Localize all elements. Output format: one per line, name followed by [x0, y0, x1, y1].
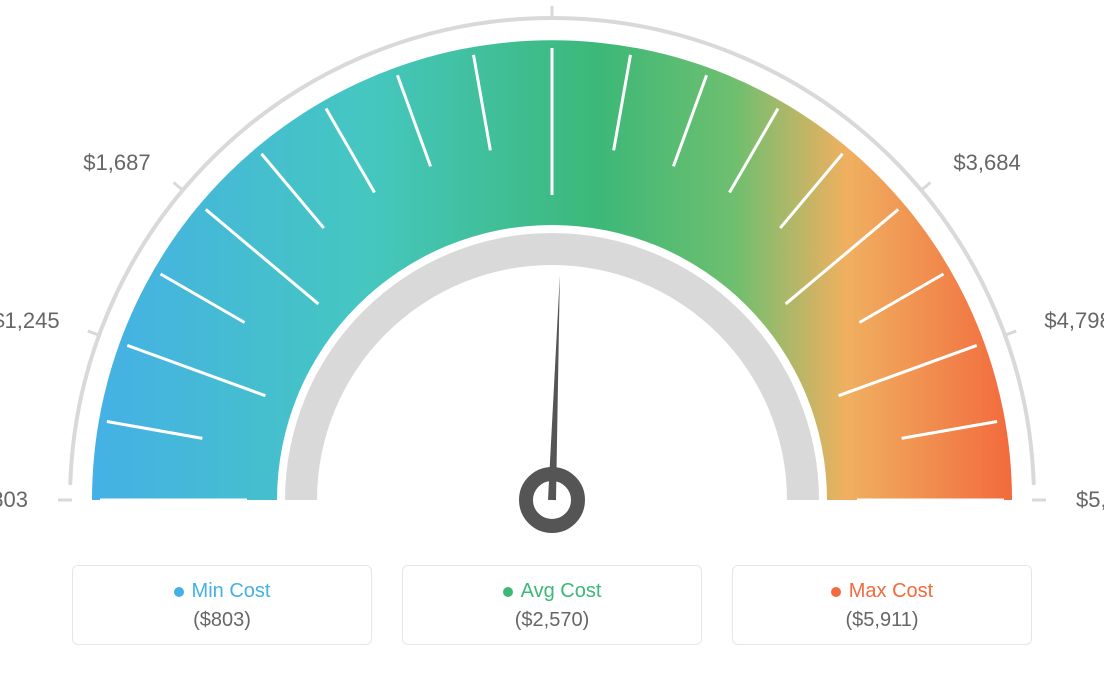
- gauge-svg: $803$1,245$1,687$2,570$3,684$4,798$5,911: [0, 0, 1104, 545]
- legend-min-title: Min Cost: [174, 580, 271, 603]
- legend-avg: Avg Cost ($2,570): [402, 565, 702, 645]
- legend-max-value: ($5,911): [733, 609, 1031, 632]
- legend-avg-title: Avg Cost: [503, 580, 602, 603]
- gauge-chart: $803$1,245$1,687$2,570$3,684$4,798$5,911: [0, 0, 1104, 545]
- legend-min-label: Min Cost: [192, 580, 271, 603]
- svg-text:$4,798: $4,798: [1044, 308, 1104, 333]
- legend-min: Min Cost ($803): [72, 565, 372, 645]
- legend-avg-dot: [503, 587, 513, 597]
- legend-max-title: Max Cost: [831, 580, 933, 603]
- legend-avg-label: Avg Cost: [521, 580, 602, 603]
- svg-text:$3,684: $3,684: [953, 150, 1020, 175]
- legend-max-label: Max Cost: [849, 580, 933, 603]
- svg-text:$1,245: $1,245: [0, 308, 60, 333]
- legend-avg-value: ($2,570): [403, 609, 701, 632]
- legend-max-dot: [831, 587, 841, 597]
- svg-text:$1,687: $1,687: [83, 150, 150, 175]
- svg-text:$803: $803: [0, 487, 28, 512]
- legend-min-dot: [174, 587, 184, 597]
- legend-row: Min Cost ($803) Avg Cost ($2,570) Max Co…: [0, 565, 1104, 645]
- legend-max: Max Cost ($5,911): [732, 565, 1032, 645]
- svg-text:$5,911: $5,911: [1076, 487, 1104, 512]
- legend-min-value: ($803): [73, 609, 371, 632]
